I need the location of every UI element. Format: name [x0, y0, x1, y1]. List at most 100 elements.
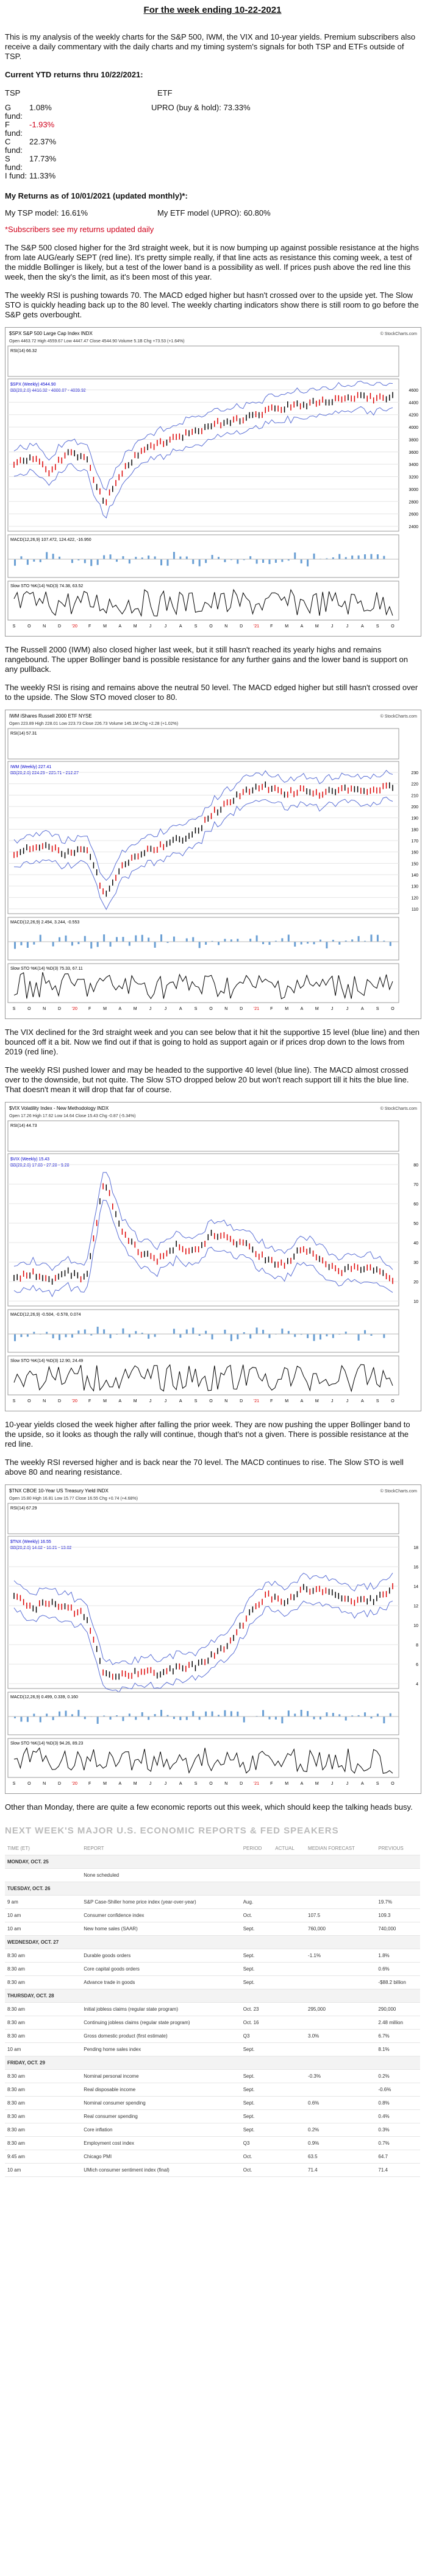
table-cell — [305, 2016, 376, 2030]
y-tick-label: 2600 — [409, 513, 418, 517]
macd-histogram-bar — [33, 1332, 35, 1334]
column-header: TIME (ET) — [5, 1842, 82, 1855]
tsp-label: TSP — [5, 88, 21, 97]
table-row: 9:45 am Chicago PMI Oct. 63.5 64.7 — [5, 2150, 420, 2164]
macd-histogram-bar — [90, 1334, 93, 1336]
macd-histogram-bar — [249, 939, 252, 942]
y-tick-label: 40 — [413, 1241, 418, 1246]
macd-histogram-bar — [160, 559, 163, 566]
x-tick-label: O — [209, 624, 213, 629]
table-cell — [305, 2056, 376, 2070]
x-tick-label: A — [179, 1007, 182, 1011]
table-cell: 8:30 am — [5, 2109, 82, 2123]
macd-histogram-bar — [20, 942, 23, 945]
x-tick-label: N — [43, 1007, 46, 1011]
macd-histogram-bar — [287, 934, 290, 942]
rsi-panel — [7, 1120, 399, 1152]
macd-histogram-bar — [307, 942, 309, 944]
bollinger-legend: BB(20,2.0) 4416.32 - 4800.07 - 4039.92 — [10, 389, 86, 393]
macd-histogram-bar — [313, 942, 315, 945]
macd-histogram-bar — [185, 556, 188, 559]
macd-histogram-bar — [383, 940, 385, 942]
table-row: None scheduled — [5, 1868, 420, 1882]
x-tick-label: '21 — [254, 1399, 259, 1403]
macd-histogram-bar — [364, 940, 366, 942]
x-tick-label: A — [301, 1399, 304, 1403]
table-cell: Consumer confidence index — [81, 1908, 241, 1922]
macd-histogram-bar — [294, 1334, 296, 1337]
x-tick-label: O — [209, 1782, 213, 1786]
macd-histogram-bar — [166, 942, 169, 943]
x-tick-label: M — [285, 1782, 288, 1786]
chart-canvas: $SPX S&P 500 Large Cap Index INDX Open 44… — [7, 331, 418, 629]
macd-histogram-bar — [20, 1717, 23, 1722]
table-cell: Oct. — [240, 2163, 273, 2177]
table-row: 10 am New home sales (SAAR) Sept. 760,000 74… — [5, 1922, 420, 1936]
macd-histogram-bar — [173, 1329, 175, 1334]
macd-histogram-bar — [307, 1710, 309, 1717]
table-cell: 0.6% — [376, 1962, 420, 1976]
x-tick-label: N — [43, 1399, 46, 1403]
rsi-label: RSI(14) 57.31 — [10, 732, 37, 736]
x-tick-label: M — [315, 1007, 319, 1011]
y-tick-label: 230 — [411, 771, 418, 775]
macd-histogram-bar — [46, 552, 48, 559]
slow-sto-line — [13, 1364, 393, 1392]
macd-histogram-bar — [217, 1715, 220, 1717]
table-cell: Sept. — [240, 2083, 273, 2097]
table-cell: 8:30 am — [5, 2016, 82, 2030]
x-tick-label: M — [285, 1399, 288, 1403]
rsi-label: RSI(14) 66.32 — [10, 349, 37, 353]
macd-histogram-bar — [14, 559, 16, 566]
table-cell: Nominal personal income — [81, 2069, 241, 2083]
macd-histogram-bar — [383, 556, 385, 559]
macd-histogram-bar — [326, 942, 328, 948]
y-tick-label: 140 — [411, 873, 418, 878]
table-cell: 64.7 — [376, 2150, 420, 2164]
vix-paragraph-1: The VIX declined for the 3rd straight we… — [5, 1028, 420, 1056]
y-tick-label: 170 — [411, 839, 418, 844]
macd-histogram-bar — [160, 934, 163, 942]
table-row: 10 am Pending home sales index Sept. 8.1% — [5, 2042, 420, 2056]
slow-sto-label: Slow STO %K(14) %D(3) 74.38, 63.52 — [10, 584, 83, 588]
macd-histogram-bar — [71, 1714, 73, 1717]
x-tick-label: M — [134, 1782, 137, 1786]
column-header: MEDIAN FORECAST — [305, 1842, 376, 1855]
table-cell — [305, 2083, 376, 2097]
table-cell: Sept. — [240, 2096, 273, 2110]
table-cell: Sept. — [240, 2109, 273, 2123]
macd-histogram-bar — [14, 1717, 16, 1718]
macd-histogram-bar — [262, 559, 265, 563]
x-tick-label: M — [134, 624, 137, 629]
x-tick-label: N — [43, 1782, 46, 1786]
macd-histogram-bar — [376, 554, 379, 559]
iwm-chart: IWM iShares Russell 2000 ETF NYSE Open 22… — [5, 710, 421, 1019]
macd-histogram-bar — [243, 1717, 245, 1723]
upper-bollinger-band — [13, 1572, 393, 1665]
macd-panel — [7, 1309, 399, 1353]
macd-histogram-bar — [103, 1329, 105, 1334]
macd-histogram-bar — [154, 942, 156, 948]
macd-label: MACD(12,26,9) 0.499, 0.339, 0.160 — [10, 1695, 78, 1699]
macd-histogram-bar — [370, 1717, 373, 1719]
x-tick-label: F — [270, 624, 273, 629]
macd-histogram-bar — [59, 1711, 61, 1717]
macd-histogram-bar — [383, 1334, 385, 1338]
table-cell: 0.8% — [376, 2096, 420, 2110]
table-cell — [376, 1989, 420, 2003]
macd-histogram-bar — [77, 559, 80, 560]
macd-histogram-bar — [71, 559, 73, 563]
y-tick-label: 20 — [413, 1280, 418, 1285]
macd-histogram-bar — [154, 556, 156, 559]
column-header: ACTUAL — [273, 1842, 306, 1855]
macd-histogram-bar — [294, 942, 296, 947]
macd-histogram-bar — [46, 1332, 48, 1334]
macd-histogram-bar — [249, 556, 252, 559]
macd-histogram-bar — [90, 942, 93, 949]
x-tick-label: M — [315, 1399, 319, 1403]
macd-histogram-bar — [179, 1334, 182, 1338]
table-row: 8:30 am Nominal personal income Sept. -0.3%… — [5, 2069, 420, 2083]
y-tick-label: 8 — [416, 1643, 418, 1648]
macd-histogram-bar — [33, 942, 35, 945]
fund-name: I fund: — [5, 171, 27, 180]
